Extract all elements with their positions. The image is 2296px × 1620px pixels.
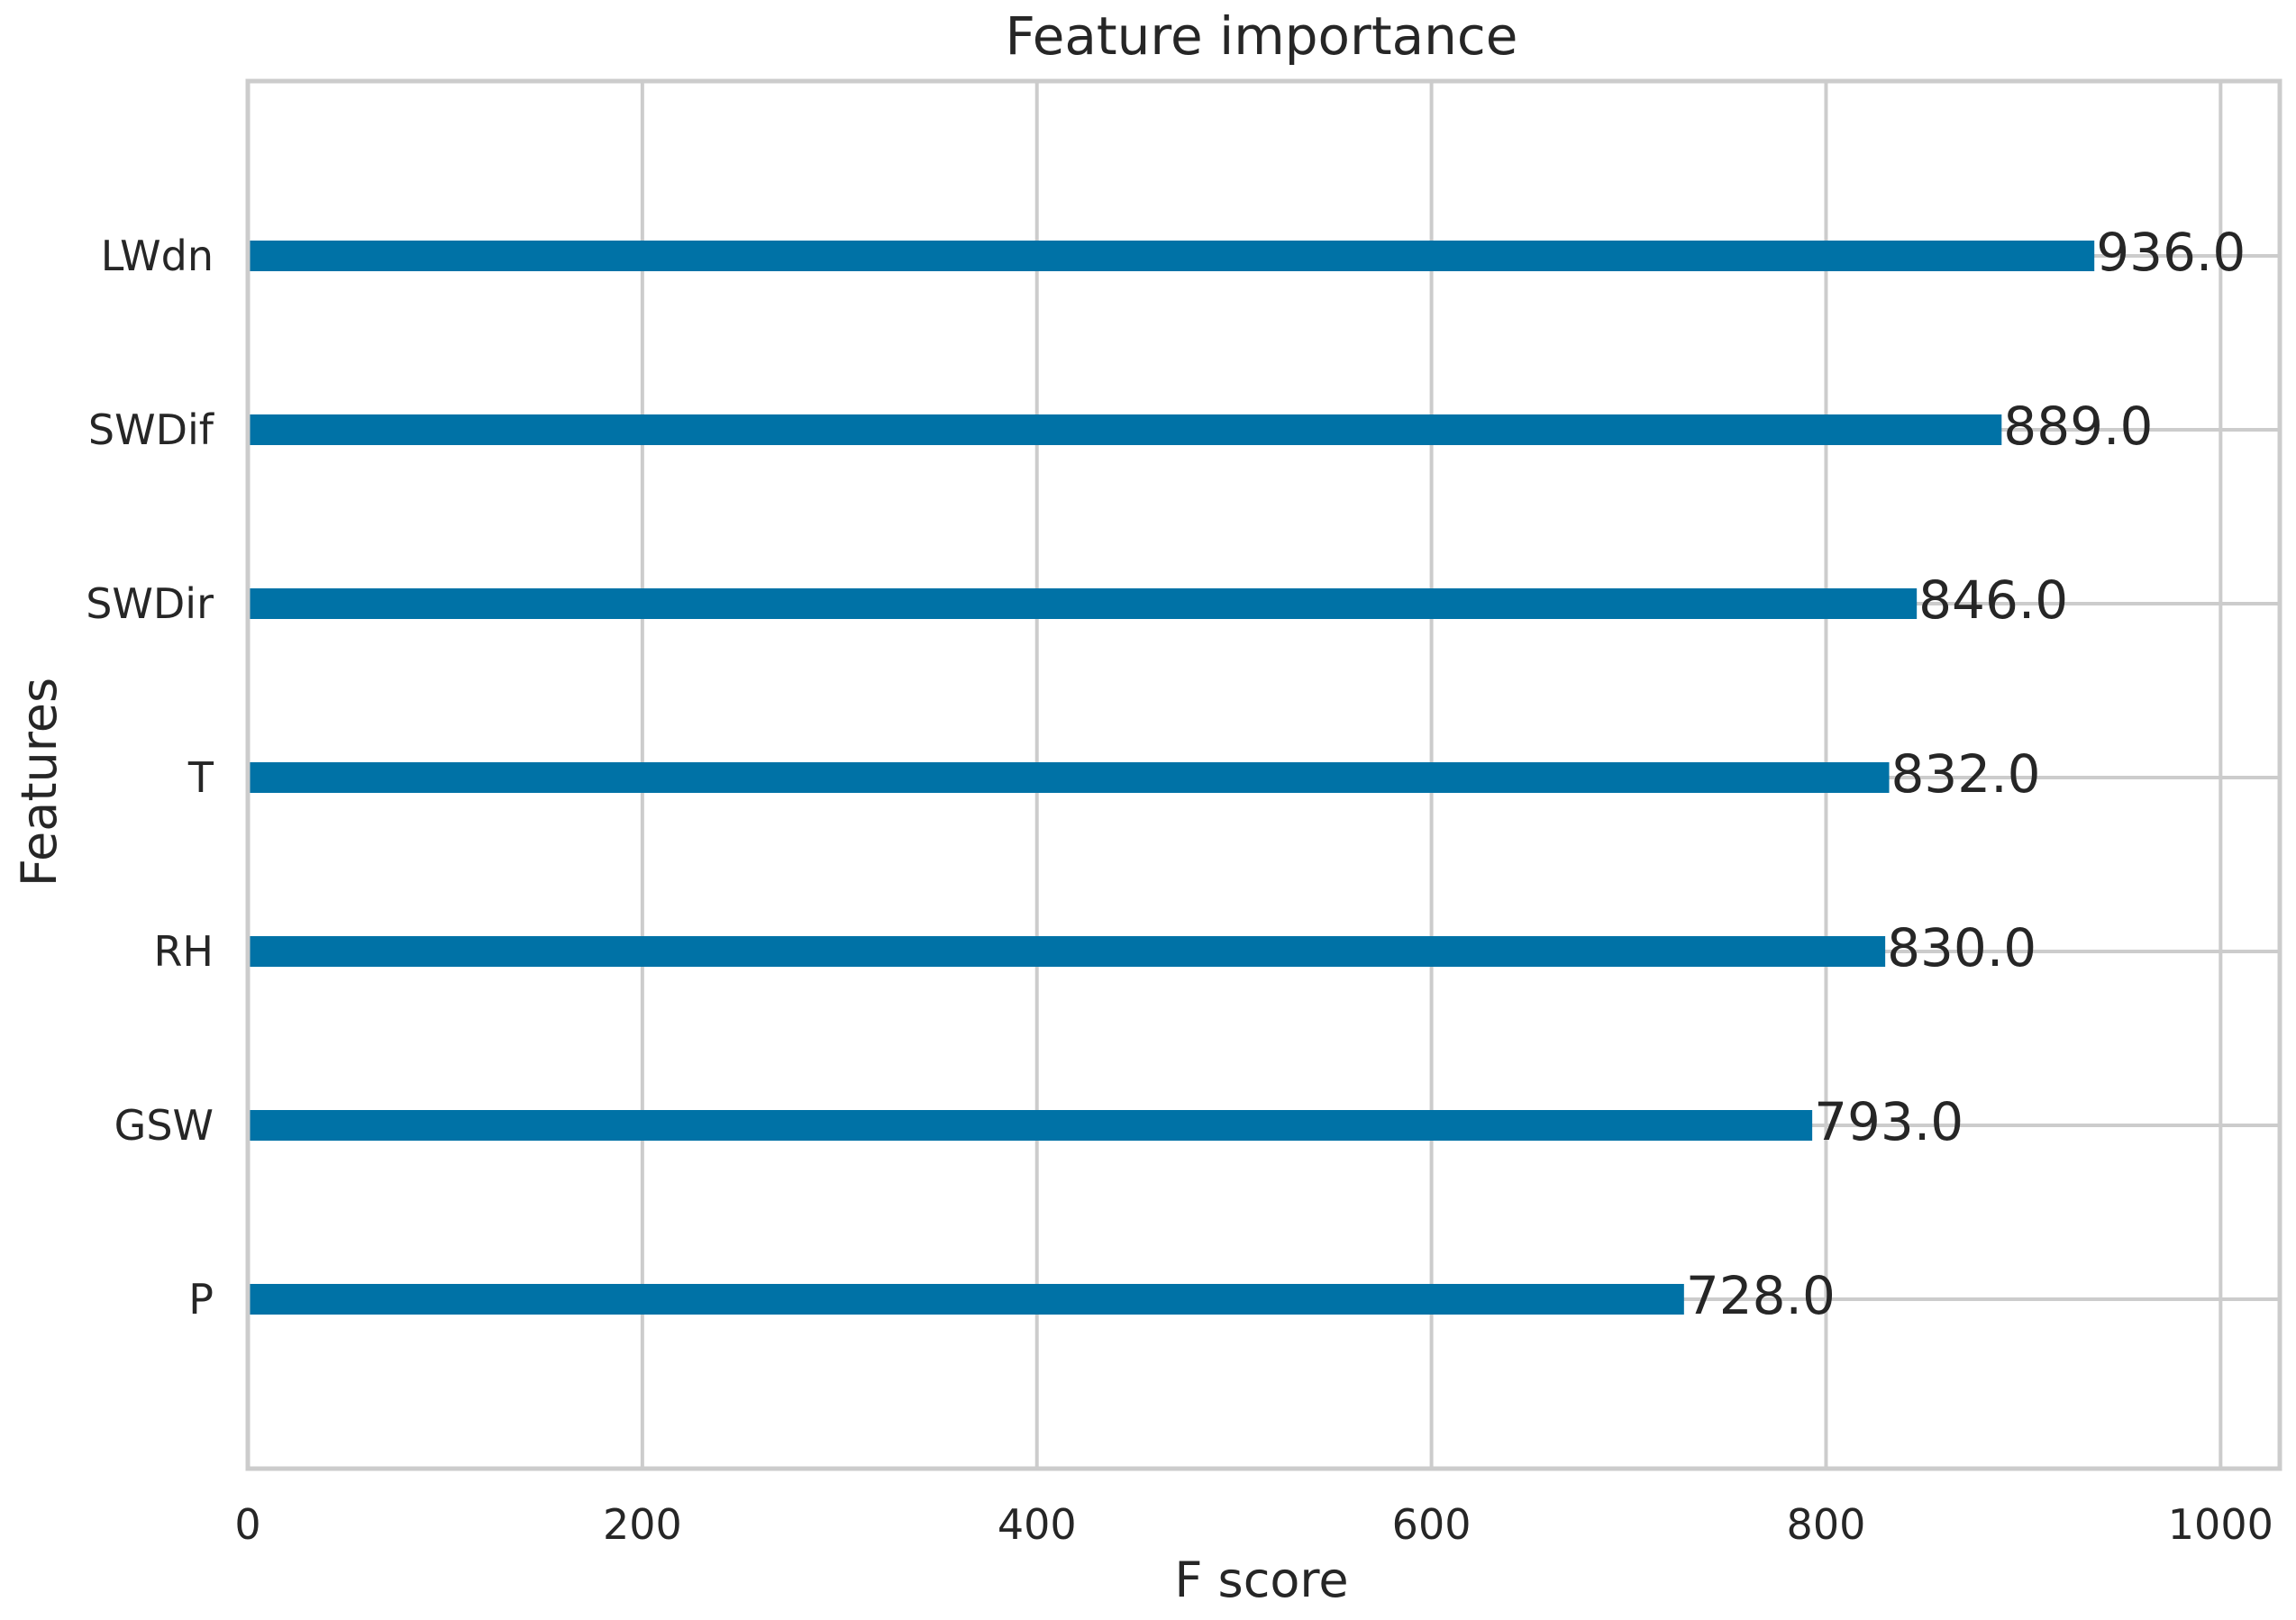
y-tick-label-rh: RH bbox=[153, 927, 214, 976]
y-tick-label-t: T bbox=[187, 753, 214, 802]
bar-gsw bbox=[248, 1110, 1813, 1141]
bars bbox=[248, 241, 2095, 1315]
x-tick-label: 1000 bbox=[2168, 1500, 2273, 1549]
x-tick-label: 800 bbox=[1787, 1500, 1866, 1549]
value-label-p: 728.0 bbox=[1686, 1265, 1836, 1326]
value-label-swdif: 889.0 bbox=[2003, 396, 2153, 457]
value-label-rh: 830.0 bbox=[1887, 917, 2036, 978]
y-tick-label-swdif: SWDif bbox=[88, 405, 215, 454]
bar-swdir bbox=[248, 588, 1918, 619]
bar-swdif bbox=[248, 414, 2002, 445]
x-tick-label: 400 bbox=[998, 1500, 1077, 1549]
value-label-lwdn: 936.0 bbox=[2096, 222, 2246, 283]
y-axis-label: Features bbox=[11, 678, 68, 887]
value-label-swdir: 846.0 bbox=[1918, 569, 2068, 631]
y-tick-labels: LWdn SWDif SWDir T RH GSW P bbox=[86, 232, 215, 1324]
value-label-t: 832.0 bbox=[1891, 743, 2041, 805]
value-labels: 936.0 889.0 846.0 832.0 830.0 793.0 728.0 bbox=[1686, 222, 2246, 1326]
value-label-gsw: 793.0 bbox=[1814, 1091, 1963, 1152]
y-tick-label-lwdn: LWdn bbox=[101, 232, 214, 280]
chart-title: Feature importance bbox=[1006, 5, 1518, 67]
y-tick-label-gsw: GSW bbox=[114, 1101, 214, 1150]
bar-t bbox=[248, 762, 1890, 793]
y-tick-label-p: P bbox=[188, 1275, 214, 1324]
x-axis-label: F score bbox=[1174, 1552, 1348, 1608]
y-tick-label-swdir: SWDir bbox=[86, 579, 214, 628]
x-tick-label: 600 bbox=[1392, 1500, 1471, 1549]
bar-p bbox=[248, 1284, 1684, 1315]
bar-rh bbox=[248, 936, 1886, 967]
x-tick-label: 0 bbox=[234, 1500, 260, 1549]
x-tick-labels: 0 200 400 600 800 1000 bbox=[234, 1500, 2273, 1549]
bar-lwdn bbox=[248, 241, 2095, 271]
x-tick-label: 200 bbox=[603, 1500, 682, 1549]
plot-frame bbox=[245, 78, 2282, 1471]
